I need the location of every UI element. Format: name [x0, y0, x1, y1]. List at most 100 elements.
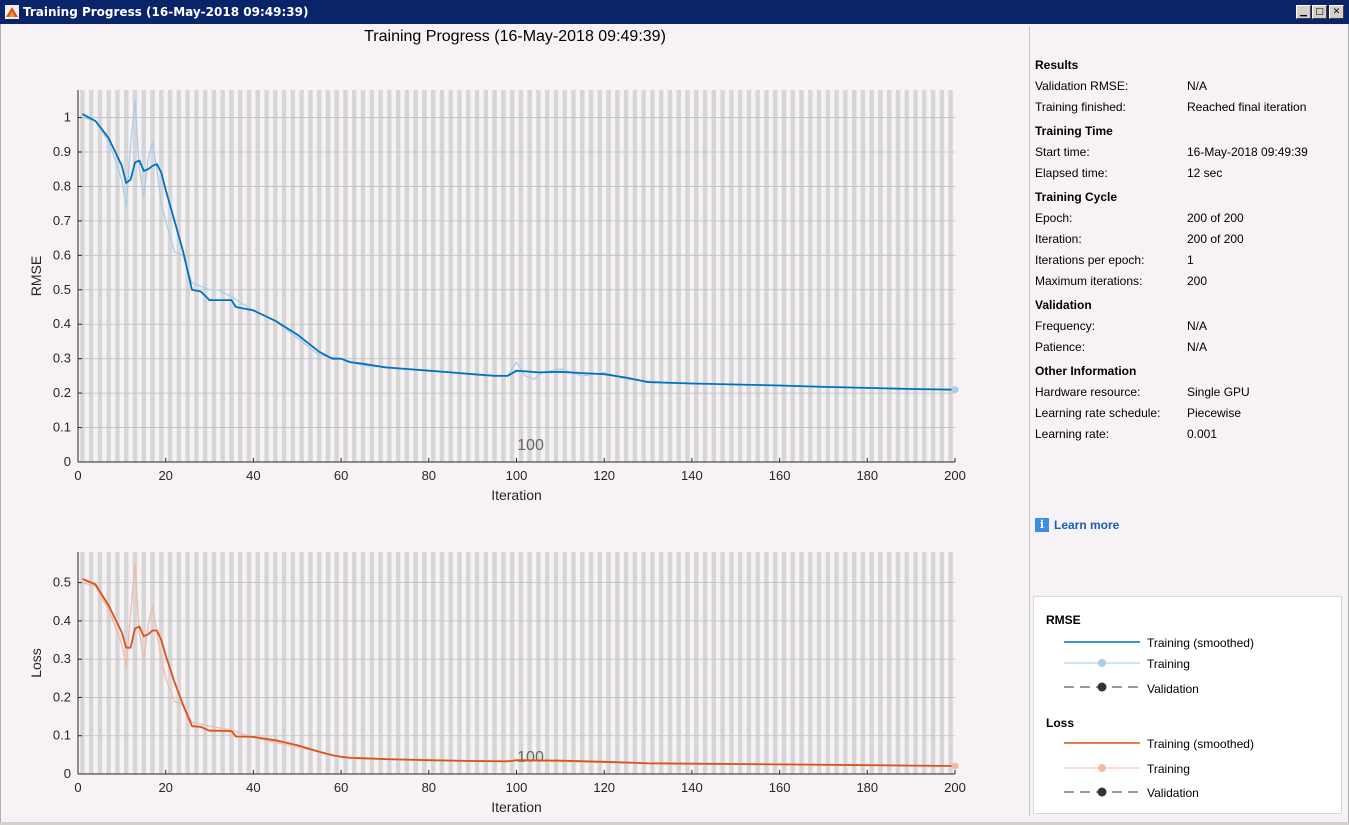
- minimize-button[interactable]: ▁: [1296, 5, 1311, 19]
- loss-epoch-stripe: [281, 552, 287, 774]
- loss-epoch-stripe: [685, 552, 690, 774]
- loss-epoch-stripe: [185, 552, 190, 774]
- rmse-epoch-stripe: [334, 90, 339, 462]
- rmse-epoch-stripe: [843, 90, 848, 462]
- loss-epoch-stripe: [474, 552, 480, 774]
- rmse-final-point: [951, 386, 959, 394]
- iteration-value: 200 of 200: [1187, 232, 1244, 246]
- rmse-epoch-stripe: [895, 90, 901, 462]
- rmse-epoch-stripe: [281, 90, 287, 462]
- window-titlebar[interactable]: Training Progress (16-May-2018 09:49:39)…: [0, 0, 1349, 24]
- close-button[interactable]: ✕: [1329, 5, 1344, 19]
- loss-epoch-stripe: [492, 552, 497, 774]
- loss-epoch-stripe: [167, 552, 173, 774]
- rmse-epoch-stripe: [667, 90, 673, 462]
- rmse-epoch-stripe: [501, 90, 506, 462]
- other-info-heading: Other Information: [1035, 364, 1137, 378]
- maximize-button[interactable]: □: [1312, 5, 1327, 19]
- rmse-epoch-stripe: [580, 90, 585, 462]
- loss-epoch-stripe: [729, 552, 734, 774]
- loss-epoch-stripe: [799, 552, 804, 774]
- rmse-epoch-stripe: [457, 90, 462, 462]
- loss-epoch-stripe: [229, 552, 234, 774]
- loss-x-axis-label: Iteration: [491, 799, 542, 815]
- loss-x-tick-label: 20: [158, 780, 172, 795]
- rmse-epoch-stripe: [676, 90, 681, 462]
- loss-epoch-stripe: [238, 552, 243, 774]
- legend-rmse-training: Training: [1147, 657, 1190, 671]
- loss-x-tick-label: 160: [769, 780, 791, 795]
- patience-value: N/A: [1187, 340, 1208, 354]
- loss-epoch-stripe: [948, 552, 953, 774]
- rmse-y-axis-label: RMSE: [28, 256, 44, 296]
- loss-epoch-stripe: [387, 552, 392, 774]
- loss-epoch-stripe: [562, 552, 567, 774]
- loss-epoch-stripe: [860, 552, 866, 774]
- rmse-epoch-stripe: [553, 90, 559, 462]
- info-icon: i: [1035, 518, 1049, 532]
- legend-loss-validation-marker: [1097, 787, 1107, 797]
- loss-y-tick-label: 0.4: [53, 613, 71, 628]
- loss-epoch-stripe: [430, 552, 436, 774]
- learn-more-label: Learn more: [1054, 518, 1120, 532]
- training-finished-row: Training finished: Reached final iteratio…: [1035, 97, 1335, 118]
- validation-rmse-row: Validation RMSE: N/A: [1035, 76, 1335, 97]
- loss-x-tick-label: 60: [334, 780, 348, 795]
- loss-epoch-stripe: [150, 552, 155, 774]
- rmse-epoch-stripe: [606, 90, 611, 462]
- loss-epoch-stripe: [851, 552, 857, 774]
- legend-loss-swatches: [1064, 742, 1140, 797]
- rmse-epoch-stripe: [536, 90, 541, 462]
- validation-rmse-value: N/A: [1187, 79, 1208, 93]
- loss-x-tick-label: 80: [422, 780, 436, 795]
- loss-epoch-stripe: [632, 552, 638, 774]
- training-finished-value: Reached final iteration: [1187, 100, 1307, 114]
- rmse-epoch-stripe: [545, 90, 550, 462]
- rmse-epoch-stripe: [860, 90, 866, 462]
- iterations-per-epoch-value: 1: [1187, 253, 1194, 267]
- rmse-epoch-stripe: [930, 90, 936, 462]
- loss-epoch-stripe: [869, 552, 874, 774]
- loss-epoch-stripe: [571, 552, 576, 774]
- loss-epoch-stripe: [527, 552, 532, 774]
- loss-epoch-stripe: [518, 552, 524, 774]
- elapsed-time-row: Elapsed time: 12 sec: [1035, 163, 1335, 184]
- loss-epoch-stripe: [369, 552, 374, 774]
- rmse-epoch-stripe: [694, 90, 699, 462]
- rmse-chart: 0 0.1 0.2 0.3 0.4 0.5 0.6 0.7 0.8 0.9 1 0 20 40 60 80 10…: [28, 90, 966, 503]
- rmse-epoch-stripe: [571, 90, 576, 462]
- learn-more-link[interactable]: i Learn more: [1035, 518, 1119, 532]
- loss-epoch-stripe: [895, 552, 901, 774]
- rmse-epoch-stripe: [220, 90, 225, 462]
- rmse-epoch-stripe: [764, 90, 769, 462]
- loss-plot-area: [78, 552, 955, 774]
- rmse-epoch-marker-label: 100: [517, 437, 544, 454]
- loss-epoch-stripe: [88, 552, 94, 774]
- rmse-epoch-stripe: [229, 90, 234, 462]
- rmse-epoch-stripe: [808, 90, 813, 462]
- rmse-epoch-stripe: [246, 90, 252, 462]
- rmse-x-tick-label: 100: [506, 468, 528, 483]
- rmse-epoch-stripe: [466, 90, 471, 462]
- start-time-label: Start time:: [1035, 145, 1090, 159]
- legend-rmse-smoothed: Training (smoothed): [1147, 636, 1254, 650]
- learning-rate-value: 0.001: [1187, 427, 1218, 441]
- loss-y-tick-label: 0.5: [53, 575, 71, 590]
- loss-x-tick-label: 100: [506, 780, 528, 795]
- loss-epoch-stripe: [764, 552, 769, 774]
- loss-epoch-stripe: [115, 552, 120, 774]
- max-iterations-value: 200: [1187, 274, 1208, 288]
- loss-epoch-stripe: [641, 552, 646, 774]
- rmse-epoch-stripe: [273, 90, 278, 462]
- legend-rmse-title: RMSE: [1046, 613, 1081, 627]
- rmse-epoch-stripe: [755, 90, 760, 462]
- loss-epoch-stripe: [623, 552, 629, 774]
- loss-epoch-stripe: [413, 552, 418, 774]
- loss-epoch-stripe: [80, 552, 85, 774]
- rmse-x-tick-label: 200: [944, 468, 966, 483]
- loss-epoch-stripe: [466, 552, 471, 774]
- loss-epoch-stripe: [422, 552, 427, 774]
- rmse-epoch-stripe: [851, 90, 857, 462]
- rmse-epoch-stripe: [439, 90, 445, 462]
- epoch-label: Epoch:: [1035, 211, 1073, 225]
